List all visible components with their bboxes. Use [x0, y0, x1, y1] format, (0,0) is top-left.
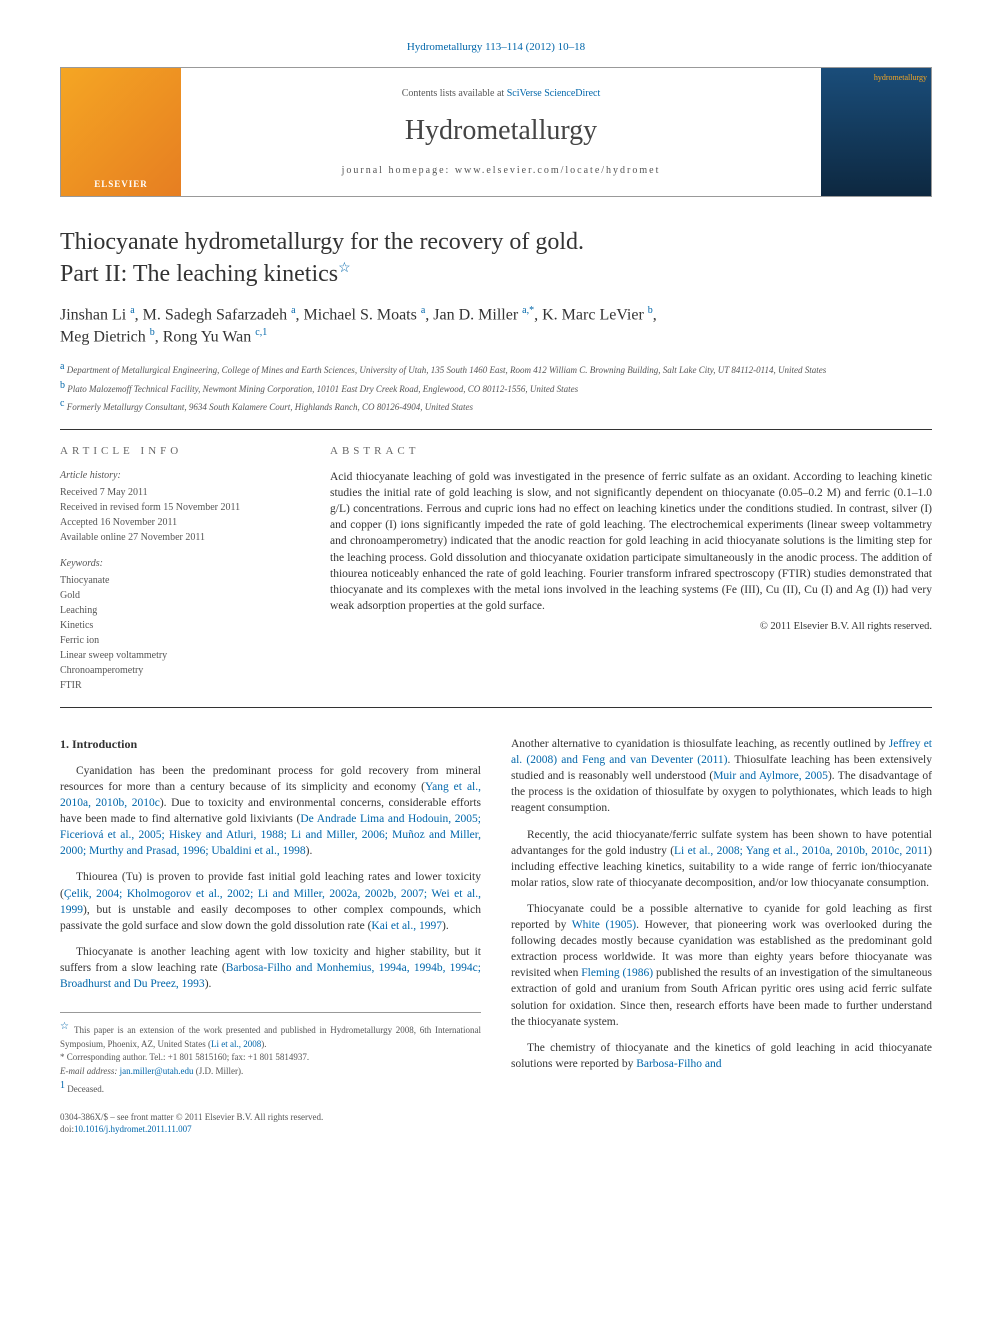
doi-link[interactable]: 10.1016/j.hydromet.2011.11.007 — [74, 1124, 192, 1134]
author: Jinshan Li — [60, 306, 126, 323]
journal-citation: Hydrometallurgy 113–114 (2012) 10–18 — [60, 40, 932, 55]
footnote-email: E-mail address: jan.miller@utah.edu (J.D… — [60, 1065, 481, 1079]
separator-top — [60, 429, 932, 430]
footnotes: ☆ This paper is an extension of the work… — [60, 1012, 481, 1097]
citation[interactable]: White (1905) — [572, 919, 636, 931]
elsevier-logo: ELSEVIER — [88, 172, 154, 197]
author: Meg Dietrich — [60, 329, 146, 346]
keyword: Leaching — [60, 603, 300, 618]
body-right-column: Another alternative to cyanidation is th… — [511, 736, 932, 1136]
front-matter: 0304-386X/$ – see front matter © 2011 El… — [60, 1111, 481, 1124]
abstract-copyright: © 2011 Elsevier B.V. All rights reserved… — [330, 620, 932, 635]
author-aff: b — [150, 327, 155, 338]
footnote-deceased: 1 Deceased. — [60, 1078, 481, 1097]
affiliation-b: b Plato Malozemoff Technical Facility, N… — [60, 378, 932, 397]
author: M. Sadegh Safarzadeh — [143, 306, 287, 323]
separator-bottom — [60, 707, 932, 708]
author: Rong Yu Wan — [163, 329, 252, 346]
contents-prefix: Contents lists available at — [402, 88, 507, 99]
keyword: Chronoamperometry — [60, 663, 300, 678]
history-label: Article history: — [60, 469, 300, 483]
author-aff: c,1 — [255, 327, 267, 338]
corresponding-mark[interactable]: * — [529, 305, 534, 316]
citation[interactable]: Kai et al., 1997 — [371, 920, 442, 932]
homepage-url: www.elsevier.com/locate/hydromet — [455, 165, 661, 176]
citation[interactable]: Muir and Aylmore, 2005 — [713, 770, 828, 782]
article-info: ARTICLE INFO Article history: Received 7… — [60, 444, 300, 693]
keywords-label: Keywords: — [60, 557, 300, 571]
citation[interactable]: Li et al., 2008 — [211, 1039, 261, 1049]
body-para: Thiourea (Tu) is proven to provide fast … — [60, 869, 481, 933]
keyword: FTIR — [60, 678, 300, 693]
body-left-column: 1. Introduction Cyanidation has been the… — [60, 736, 481, 1136]
doi-line: doi:10.1016/j.hydromet.2011.11.007 — [60, 1123, 481, 1136]
affiliations: a Department of Metallurgical Engineerin… — [60, 359, 932, 415]
journal-header: ELSEVIER Contents lists available at Sci… — [60, 67, 932, 197]
sciencedirect-link[interactable]: SciVerse ScienceDirect — [507, 88, 601, 99]
homepage-line: journal homepage: www.elsevier.com/locat… — [181, 164, 821, 178]
homepage-prefix: journal homepage: — [342, 165, 455, 176]
keyword: Gold — [60, 588, 300, 603]
body-para: Another alternative to cyanidation is th… — [511, 736, 932, 816]
keywords-list: Thiocyanate Gold Leaching Kinetics Ferri… — [60, 573, 300, 693]
body-para: Cyanidation has been the predominant pro… — [60, 763, 481, 860]
section-heading-intro: 1. Introduction — [60, 736, 481, 753]
citation[interactable]: Fleming (1986) — [581, 967, 653, 979]
cover-badge: hydrometallurgy — [874, 72, 927, 83]
keyword: Thiocyanate — [60, 573, 300, 588]
title-line-1: Thiocyanate hydrometallurgy for the reco… — [60, 229, 584, 255]
contents-line: Contents lists available at SciVerse Sci… — [181, 87, 821, 101]
body-para: The chemistry of thiocyanate and the kin… — [511, 1040, 932, 1072]
author: Michael S. Moats — [304, 306, 417, 323]
abstract-text: Acid thiocyanate leaching of gold was in… — [330, 469, 932, 614]
footnote-corresponding: * Corresponding author. Tel.: +1 801 581… — [60, 1051, 481, 1065]
body-para: Thiocyanate is another leaching agent wi… — [60, 944, 481, 992]
email-link[interactable]: jan.miller@utah.edu — [120, 1066, 194, 1076]
title-line-2: Part II: The leaching kinetics — [60, 261, 338, 287]
journal-title: Hydrometallurgy — [181, 111, 821, 150]
history-item: Received 7 May 2011 — [60, 485, 300, 500]
body-para: Recently, the acid thiocyanate/ferric su… — [511, 827, 932, 891]
article-title: Thiocyanate hydrometallurgy for the reco… — [60, 227, 932, 289]
keyword: Ferric ion — [60, 633, 300, 648]
journal-cover-box: hydrometallurgy — [821, 68, 931, 196]
abstract-label: ABSTRACT — [330, 444, 932, 459]
footnote-star: ☆ This paper is an extension of the work… — [60, 1019, 481, 1051]
info-abstract-row: ARTICLE INFO Article history: Received 7… — [60, 444, 932, 693]
publisher-logo-box: ELSEVIER — [61, 68, 181, 196]
body-columns: 1. Introduction Cyanidation has been the… — [60, 736, 932, 1136]
affiliation-c: c Formerly Metallurgy Consultant, 9634 S… — [60, 396, 932, 415]
article-info-label: ARTICLE INFO — [60, 444, 300, 459]
footer-meta: 0304-386X/$ – see front matter © 2011 El… — [60, 1111, 481, 1136]
article-history: Received 7 May 2011 Received in revised … — [60, 485, 300, 545]
keyword: Kinetics — [60, 618, 300, 633]
author-aff: b — [648, 305, 653, 316]
header-center: Contents lists available at SciVerse Sci… — [181, 68, 821, 196]
author-aff: a — [130, 305, 134, 316]
history-item: Received in revised form 15 November 201… — [60, 500, 300, 515]
author-aff: a — [291, 305, 295, 316]
citation[interactable]: Li et al., 2008; Yang et al., 2010a, 201… — [674, 845, 928, 857]
journal-citation-link[interactable]: Hydrometallurgy 113–114 (2012) 10–18 — [407, 41, 585, 53]
author: K. Marc LeVier — [542, 306, 644, 323]
author-aff: a — [421, 305, 425, 316]
title-footnote-star: ☆ — [338, 261, 351, 276]
affiliation-a: a Department of Metallurgical Engineerin… — [60, 359, 932, 378]
abstract: ABSTRACT Acid thiocyanate leaching of go… — [330, 444, 932, 693]
author: Jan D. Miller — [433, 306, 518, 323]
keyword: Linear sweep voltammetry — [60, 648, 300, 663]
citation[interactable]: Barbosa-Filho and — [636, 1058, 721, 1070]
history-item: Available online 27 November 2011 — [60, 530, 300, 545]
author-list: Jinshan Li a, M. Sadegh Safarzadeh a, Mi… — [60, 304, 932, 349]
history-item: Accepted 16 November 2011 — [60, 515, 300, 530]
body-para: Thiocyanate could be a possible alternat… — [511, 901, 932, 1030]
